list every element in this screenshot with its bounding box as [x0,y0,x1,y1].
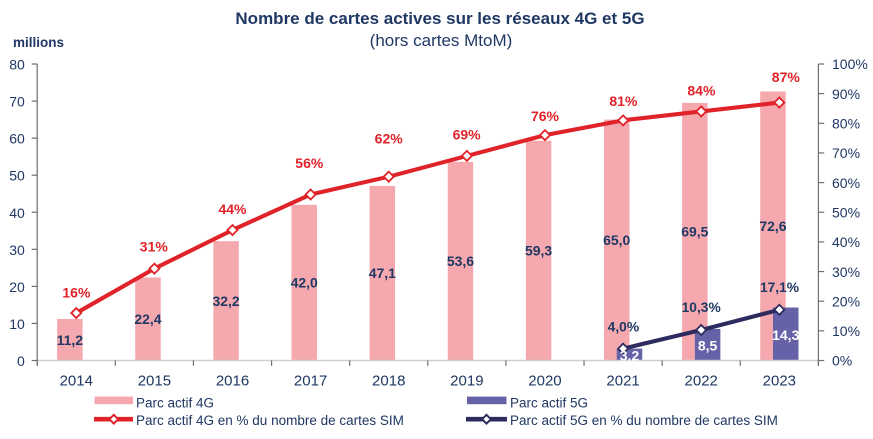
svg-text:70: 70 [9,94,25,110]
svg-text:20%: 20% [832,293,860,309]
svg-text:17,1%: 17,1% [760,280,799,295]
svg-text:2023: 2023 [763,373,796,390]
svg-text:65,0: 65,0 [603,232,630,248]
svg-text:2021: 2021 [606,373,639,390]
svg-text:10,3%: 10,3% [682,300,721,315]
svg-text:60%: 60% [832,175,860,191]
svg-text:Parc actif 5G: Parc actif 5G [510,396,588,411]
svg-text:2017: 2017 [294,373,327,390]
svg-text:Parc actif 4G en % du nombre d: Parc actif 4G en % du nombre de cartes S… [136,413,404,428]
svg-text:87%: 87% [772,69,801,85]
svg-text:Nombre de cartes actives sur l: Nombre de cartes actives sur les réseaux… [235,9,644,28]
svg-text:4,0%: 4,0% [608,320,639,335]
svg-text:56%: 56% [295,155,324,171]
svg-text:2016: 2016 [216,373,249,390]
svg-text:44%: 44% [218,201,247,217]
svg-text:2020: 2020 [528,373,561,390]
svg-text:90%: 90% [832,86,860,102]
svg-text:16%: 16% [62,285,91,301]
svg-text:69%: 69% [453,127,482,143]
svg-text:81%: 81% [609,93,638,109]
svg-text:80: 80 [9,57,25,73]
svg-text:50%: 50% [832,204,860,220]
svg-text:22,4: 22,4 [134,311,161,327]
svg-text:(hors cartes MtoM): (hors cartes MtoM) [370,31,513,50]
svg-text:30: 30 [9,242,25,258]
svg-text:30%: 30% [832,264,860,280]
svg-text:47,1: 47,1 [369,265,396,281]
svg-text:2022: 2022 [685,373,718,390]
svg-text:72,6: 72,6 [759,218,786,234]
svg-text:60: 60 [9,131,25,147]
svg-text:40%: 40% [832,234,860,250]
svg-text:32,2: 32,2 [212,293,239,309]
svg-text:31%: 31% [140,239,169,255]
svg-text:3,2: 3,2 [620,347,640,363]
svg-text:70%: 70% [832,145,860,161]
svg-text:millions: millions [13,35,64,50]
svg-text:69,5: 69,5 [681,224,708,240]
svg-text:40: 40 [9,205,25,221]
svg-text:14,3: 14,3 [772,327,799,343]
svg-text:8,5: 8,5 [698,338,718,354]
svg-text:11,2: 11,2 [57,332,84,348]
svg-text:76%: 76% [531,108,560,124]
svg-text:100%: 100% [832,56,868,72]
svg-text:0%: 0% [832,353,852,369]
svg-text:10: 10 [9,316,25,332]
svg-text:59,3: 59,3 [525,243,552,259]
svg-text:80%: 80% [832,116,860,132]
svg-text:2019: 2019 [450,373,483,390]
svg-text:50: 50 [9,168,25,184]
svg-text:62%: 62% [375,130,404,146]
svg-text:42,0: 42,0 [291,275,318,291]
svg-text:53,6: 53,6 [447,253,474,269]
svg-text:84%: 84% [687,83,716,99]
svg-text:2018: 2018 [372,373,405,390]
svg-text:Parc actif 5G en % du nombre d: Parc actif 5G en % du nombre de cartes S… [510,413,778,428]
svg-text:20: 20 [9,279,25,295]
svg-text:10%: 10% [832,323,860,339]
svg-text:Parc actif 4G: Parc actif 4G [136,396,214,411]
svg-text:2014: 2014 [60,373,93,390]
svg-text:0: 0 [17,353,25,369]
svg-text:2015: 2015 [138,373,171,390]
